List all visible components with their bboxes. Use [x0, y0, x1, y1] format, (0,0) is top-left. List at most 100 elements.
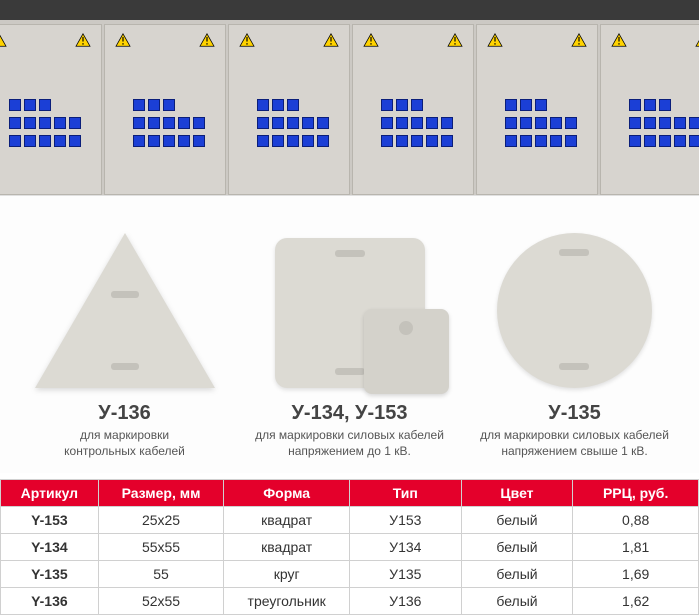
warning-icon	[611, 33, 627, 47]
meter	[381, 135, 393, 147]
table-header-cell: Тип	[349, 480, 461, 507]
meter	[396, 117, 408, 129]
meter	[535, 99, 547, 111]
meter	[644, 135, 656, 147]
table-cell: Y-153	[1, 507, 99, 534]
hero-photo	[0, 0, 699, 195]
meter	[272, 99, 284, 111]
meter	[674, 135, 686, 147]
tag-title: У-136	[20, 402, 230, 425]
table-header-cell: Форма	[224, 480, 350, 507]
meter	[505, 135, 517, 147]
table-cell: 55	[98, 561, 224, 588]
table-cell: У135	[349, 561, 461, 588]
meter	[133, 135, 145, 147]
meter	[396, 135, 408, 147]
meter	[69, 135, 81, 147]
meter	[39, 117, 51, 129]
warning-icon	[363, 33, 379, 47]
table-cell: 0,88	[573, 507, 699, 534]
warning-icon	[571, 33, 587, 47]
meter-row	[381, 99, 423, 111]
meter	[272, 117, 284, 129]
meter	[69, 117, 81, 129]
table-cell: 1,69	[573, 561, 699, 588]
tag-card-y135: У-135 для маркировки силовых кабелейнапр…	[470, 218, 680, 459]
meter	[689, 117, 699, 129]
meter	[381, 117, 393, 129]
meter	[9, 117, 21, 129]
cabinet	[352, 24, 474, 195]
table-cell: белый	[461, 588, 573, 615]
meter	[565, 135, 577, 147]
meter	[426, 135, 438, 147]
tag-title: У-135	[470, 402, 680, 425]
meter	[133, 117, 145, 129]
meter	[426, 117, 438, 129]
tag-subtitle: для маркировки силовых кабелейнапряжение…	[470, 427, 680, 459]
meter-row	[381, 117, 453, 129]
spec-table: АртикулРазмер, ммФормаТипЦветРРЦ, руб. Y…	[0, 479, 699, 615]
meter	[411, 99, 423, 111]
meter-row	[9, 99, 51, 111]
meter	[54, 135, 66, 147]
tag-card-y134-y153: У-134, У-153 для маркировки силовых кабе…	[245, 218, 455, 459]
tag-shape-circle	[470, 218, 680, 388]
cabinet	[600, 24, 699, 195]
meter-row	[505, 99, 547, 111]
meter	[565, 117, 577, 129]
meter	[520, 135, 532, 147]
meter	[302, 117, 314, 129]
meter	[287, 117, 299, 129]
meter	[441, 135, 453, 147]
cabinets-row	[0, 24, 699, 195]
meter	[178, 135, 190, 147]
table-cell: белый	[461, 534, 573, 561]
meter	[535, 117, 547, 129]
meter	[193, 117, 205, 129]
meter	[163, 99, 175, 111]
warning-icon	[115, 33, 131, 47]
table-header-cell: Артикул	[1, 480, 99, 507]
table-cell: круг	[224, 561, 350, 588]
meter	[659, 117, 671, 129]
tag-title: У-134, У-153	[245, 402, 455, 425]
table-cell: 52х55	[98, 588, 224, 615]
table-cell: треугольник	[224, 588, 350, 615]
meter	[396, 99, 408, 111]
meter	[148, 117, 160, 129]
meter	[411, 117, 423, 129]
cabinet	[104, 24, 226, 195]
meter	[689, 135, 699, 147]
spec-table-head: АртикулРазмер, ммФормаТипЦветРРЦ, руб.	[1, 480, 699, 507]
meter	[39, 99, 51, 111]
meter-row	[505, 117, 577, 129]
meter	[520, 99, 532, 111]
meter	[24, 99, 36, 111]
meter	[163, 117, 175, 129]
tag-gallery: У-136 для маркировкиконтрольных кабелей …	[0, 195, 699, 473]
meter	[287, 99, 299, 111]
warning-icon	[239, 33, 255, 47]
meter	[505, 99, 517, 111]
table-row: Y-15325х25квадратУ153белый0,88	[1, 507, 699, 534]
meter-row	[133, 117, 205, 129]
meter	[644, 99, 656, 111]
meter-row	[381, 135, 453, 147]
meter	[193, 135, 205, 147]
meter	[629, 99, 641, 111]
meter	[317, 135, 329, 147]
meter	[9, 135, 21, 147]
meter-row	[257, 99, 299, 111]
warning-icon	[447, 33, 463, 47]
meter	[629, 135, 641, 147]
meter-row	[9, 135, 81, 147]
table-cell: 55х55	[98, 534, 224, 561]
spec-table-body: Y-15325х25квадратУ153белый0,88Y-13455х55…	[1, 507, 699, 615]
table-row: Y-13455х55квадратУ134белый1,81	[1, 534, 699, 561]
meter	[441, 117, 453, 129]
table-cell: 1,81	[573, 534, 699, 561]
meter	[629, 117, 641, 129]
meter	[550, 135, 562, 147]
cabinet	[228, 24, 350, 195]
